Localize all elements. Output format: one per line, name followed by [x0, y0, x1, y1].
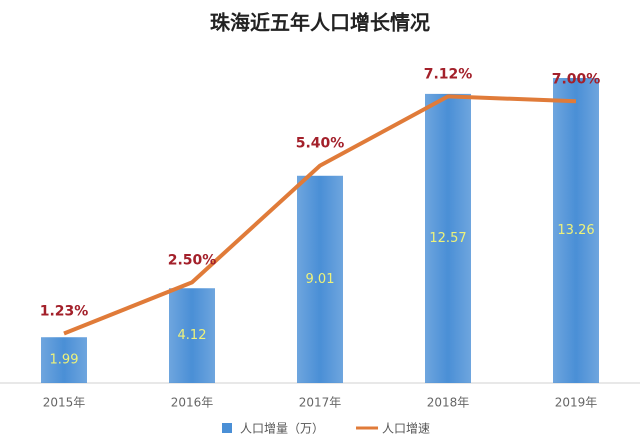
- x-tick-label: 2017年: [299, 396, 342, 410]
- bar: [41, 337, 87, 383]
- point-label: 7.00%: [552, 71, 601, 87]
- legend-label: 人口增速: [382, 422, 430, 436]
- bar: [169, 288, 215, 383]
- x-tick-label: 2019年: [555, 396, 598, 410]
- bar-label: 12.57: [429, 231, 466, 246]
- legend-swatch: [222, 423, 232, 433]
- bar: [297, 175, 343, 383]
- point-label: 1.23%: [40, 303, 89, 319]
- x-tick-label: 2018年: [427, 396, 470, 410]
- bar-label: 4.12: [178, 328, 207, 343]
- bar-label: 9.01: [306, 272, 335, 287]
- bar-label: 13.26: [557, 223, 594, 238]
- legend-label: 人口增量（万）: [240, 422, 324, 436]
- x-tick-label: 2015年: [43, 396, 86, 410]
- x-tick-label: 2016年: [171, 396, 214, 410]
- point-label: 5.40%: [296, 136, 345, 152]
- point-label: 2.50%: [168, 252, 217, 268]
- bar: [553, 78, 599, 384]
- point-label: 7.12%: [424, 66, 473, 82]
- line: [63, 94, 577, 336]
- bar: [425, 93, 471, 383]
- bar-label: 1.99: [50, 353, 79, 368]
- chart-title: 珠海近五年人口增长情况: [210, 11, 430, 35]
